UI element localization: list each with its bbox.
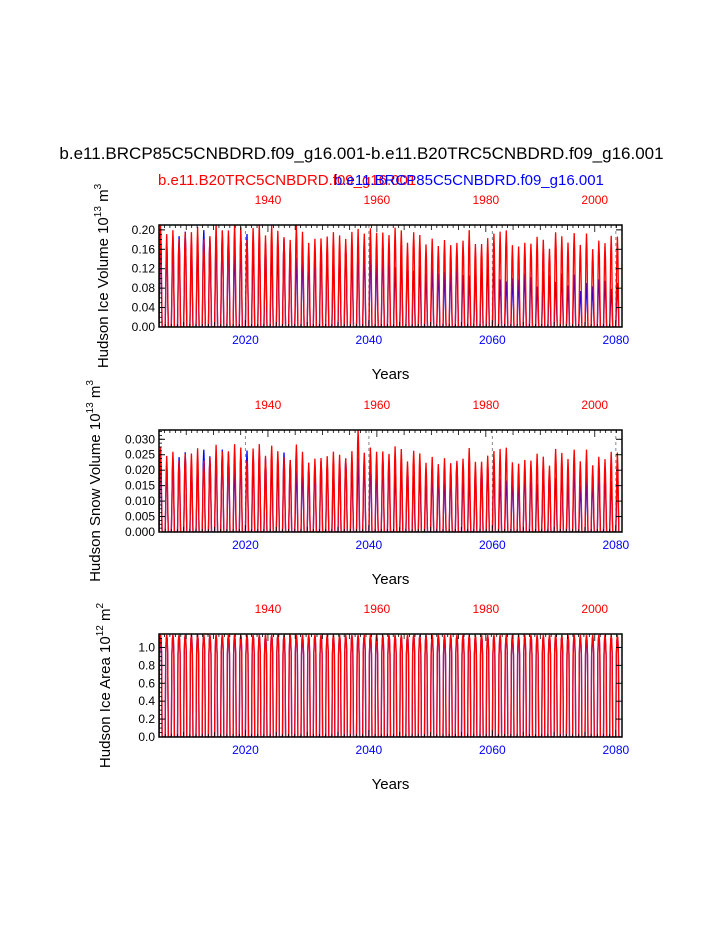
x-tick-label-bottom: 2020 — [232, 538, 259, 552]
y-axis-label: Hudson Ice Volume 1013 m3 — [93, 183, 112, 368]
y-tick-label: 0.010 — [125, 494, 155, 508]
subtitle-blue-case: b.e11.BRCP85C5CNBDRD.f09_g16.001 — [334, 172, 604, 189]
subtitle-red-case: b.e11.B20TRC5CNBDRD.f09_g16.001 — [158, 172, 417, 189]
x-tick-label-bottom: 2020 — [232, 333, 259, 347]
y-tick-label: 0.030 — [125, 432, 155, 446]
x-tick-label-top: 2000 — [581, 602, 608, 616]
plot-frame — [158, 224, 623, 328]
y-tick-label: 0.16 — [132, 242, 156, 256]
y-axis-label-superscript: 3 — [93, 183, 104, 189]
x-tick-label-top: 1940 — [255, 193, 282, 207]
plot-frame — [158, 429, 623, 533]
x-tick-label-top: 1980 — [472, 602, 499, 616]
x-tick-label-bottom: 2040 — [356, 333, 383, 347]
y-tick-label: 0.04 — [132, 301, 156, 315]
y-tick-label: 0.2 — [138, 712, 155, 726]
x-tick-label-top: 1960 — [364, 602, 391, 616]
x-tick-label-top: 1940 — [255, 602, 282, 616]
y-axis-label-superscript: 12 — [95, 625, 106, 637]
y-tick-label: 0.08 — [132, 281, 156, 295]
y-axis-label-text: m — [87, 386, 104, 403]
x-tick-label-top: 1960 — [364, 193, 391, 207]
y-tick-label: 0.20 — [132, 223, 156, 237]
y-tick-label: 0.0 — [138, 730, 155, 744]
y-tick-label: 0.020 — [125, 463, 155, 477]
y-tick-label: 0.00 — [132, 320, 156, 334]
x-tick-label-top: 2000 — [581, 398, 608, 412]
y-axis-label-text: m — [95, 189, 112, 206]
y-axis-label-superscript: 13 — [93, 206, 104, 218]
plot-frame — [158, 633, 623, 738]
x-tick-label-top: 1980 — [472, 193, 499, 207]
x-tick-label-top: 1940 — [255, 398, 282, 412]
x-tick-label-bottom: 2040 — [356, 538, 383, 552]
y-axis-label-text: Hudson Ice Volume 10 — [95, 217, 112, 368]
y-tick-label: 0.015 — [125, 479, 155, 493]
y-tick-label: 0.12 — [132, 262, 156, 276]
chart-title: b.e11.BRCP85C5CNBDRD.f09_g16.001-b.e11.B… — [59, 144, 664, 163]
series-line-red — [159, 225, 622, 327]
y-axis-label-text: Hudson Snow Volume 10 — [87, 413, 104, 581]
y-tick-label: 1.0 — [138, 640, 155, 654]
series-line-red — [159, 634, 622, 737]
x-tick-label-bottom: 2020 — [232, 743, 259, 757]
y-axis-label-text: Hudson Ice Area 10 — [97, 636, 114, 768]
x-axis-label: Years — [372, 366, 410, 383]
panel-ice-area: 0.0 0.2 0.4 0.6 0.8 1.0 2020 2040 2060 2080 1940 19… — [95, 602, 629, 793]
y-tick-label: 0.025 — [125, 448, 155, 462]
panel-ice-volume: 0.00 0.04 0.08 0.12 0.16 0.20 2020 2040 2060 2080… — [93, 183, 629, 383]
y-axis-label-superscript: 13 — [85, 402, 96, 414]
y-axis-label: Hudson Snow Volume 1013 m3 — [85, 380, 104, 582]
x-tick-label-bottom: 2080 — [602, 333, 629, 347]
y-tick-label: 0.6 — [138, 676, 155, 690]
y-axis-label: Hudson Ice Area 1012 m2 — [95, 603, 114, 769]
x-tick-label-bottom: 2060 — [479, 743, 506, 757]
x-tick-label-bottom: 2080 — [602, 743, 629, 757]
x-tick-label-top: 1980 — [472, 398, 499, 412]
x-axis-label: Years — [372, 776, 410, 793]
x-tick-label-bottom: 2080 — [602, 538, 629, 552]
y-tick-label: 0.005 — [125, 510, 155, 524]
x-tick-label-top: 2000 — [581, 193, 608, 207]
x-tick-label-bottom: 2060 — [479, 538, 506, 552]
y-tick-label: 0.8 — [138, 658, 155, 672]
y-tick-label: 0.000 — [125, 525, 155, 539]
y-axis-label-superscript: 3 — [85, 380, 96, 386]
y-tick-label: 0.4 — [138, 694, 155, 708]
series-line-red — [159, 430, 622, 532]
x-axis-label: Years — [372, 571, 410, 588]
y-axis-label-text: m — [97, 609, 114, 626]
x-tick-label-top: 1960 — [364, 398, 391, 412]
x-tick-label-bottom: 2040 — [356, 743, 383, 757]
x-tick-label-bottom: 2060 — [479, 333, 506, 347]
y-axis-label-superscript: 2 — [95, 603, 106, 609]
